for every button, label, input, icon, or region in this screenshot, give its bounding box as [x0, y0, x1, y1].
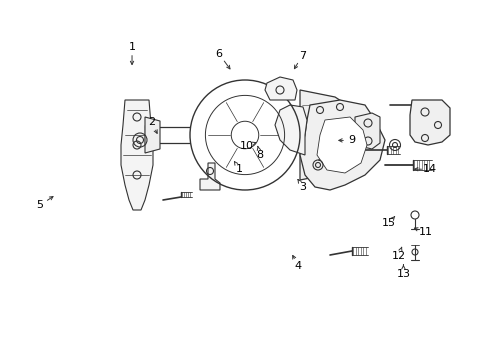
Polygon shape: [264, 77, 296, 100]
Polygon shape: [316, 117, 366, 173]
Text: 2: 2: [148, 117, 155, 127]
Text: 11: 11: [418, 227, 431, 237]
Polygon shape: [121, 100, 153, 210]
Polygon shape: [299, 90, 359, 180]
Text: 15: 15: [381, 218, 395, 228]
Text: 7: 7: [298, 51, 305, 61]
Text: 10: 10: [240, 141, 253, 151]
Text: 4: 4: [294, 261, 301, 271]
Polygon shape: [299, 100, 384, 190]
Polygon shape: [274, 105, 306, 155]
Polygon shape: [145, 117, 160, 153]
Text: 6: 6: [215, 49, 222, 59]
Text: 12: 12: [391, 251, 405, 261]
Polygon shape: [354, 113, 379, 149]
Text: 14: 14: [423, 164, 436, 174]
Text: 3: 3: [299, 182, 306, 192]
Text: 5: 5: [37, 200, 43, 210]
Polygon shape: [200, 163, 220, 190]
Text: 1: 1: [236, 164, 243, 174]
Text: 1: 1: [128, 42, 135, 52]
Text: 9: 9: [348, 135, 355, 145]
Text: 8: 8: [256, 150, 263, 160]
Text: 13: 13: [396, 269, 409, 279]
Polygon shape: [409, 100, 449, 145]
